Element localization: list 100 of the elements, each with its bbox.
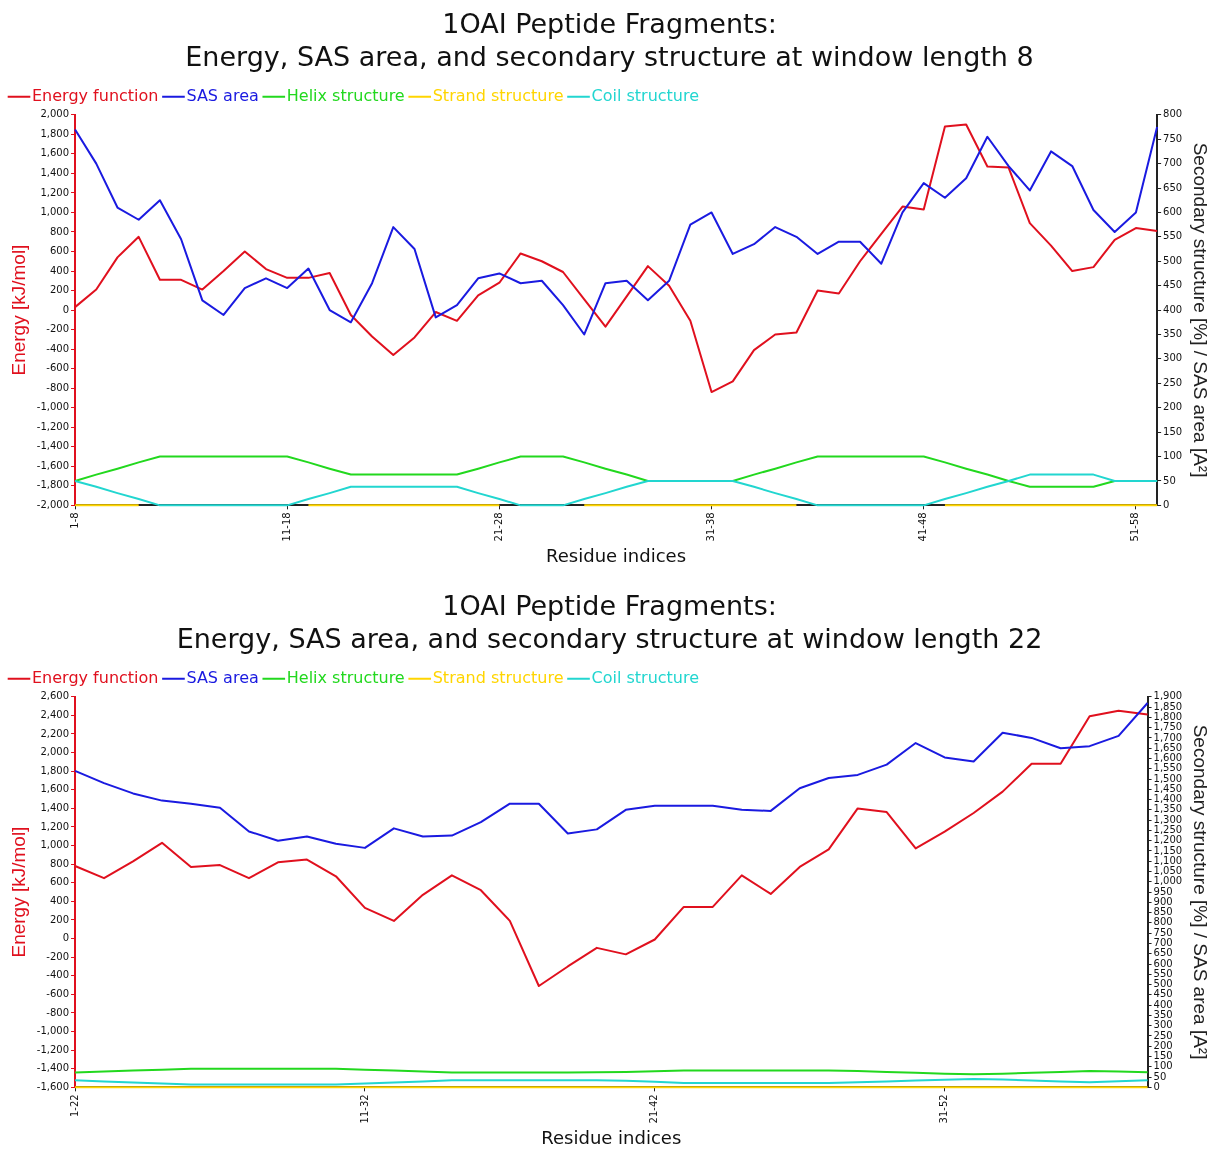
x-tick-label: 11-18: [280, 512, 292, 542]
y2-tick-label: 700: [1153, 937, 1173, 949]
y-tick-label: -1,400: [36, 1062, 70, 1074]
y2-tick-label: 650: [1163, 181, 1183, 193]
y2-tick-label: 1,700: [1153, 731, 1183, 743]
y-tick-label: -1,000: [36, 1025, 70, 1037]
y-tick-label: -400: [46, 342, 70, 354]
y2-tick-label: 750: [1153, 926, 1173, 938]
legend-label: Coil structure: [591, 667, 700, 687]
legend-label: Strand structure: [432, 85, 564, 105]
y2-tick-label: 1,900: [1153, 690, 1183, 702]
y-tick-label: -200: [46, 950, 70, 962]
y-tick-label: 1,600: [40, 147, 70, 159]
legend-label: Helix structure: [286, 85, 405, 105]
y2-tick-label: 750: [1163, 132, 1183, 144]
y2-tick-label: 400: [1163, 303, 1183, 315]
y2-tick-label: 1,750: [1153, 721, 1183, 733]
y2-tick-label: 550: [1163, 230, 1183, 242]
legend-label: Coil structure: [591, 85, 700, 105]
y-tick-label: 2,000: [40, 108, 70, 120]
y2-tick-label: 200: [1163, 401, 1183, 413]
y2-tick-label: 1,800: [1153, 710, 1183, 722]
y2-tick-label: 450: [1153, 988, 1173, 1000]
y2-tick-label: 250: [1163, 376, 1183, 388]
y2-tick-label: 950: [1153, 885, 1173, 897]
y2-tick-label: 800: [1163, 108, 1183, 120]
y2-tick-label: 1,500: [1153, 772, 1183, 784]
y-tick-label: 1,400: [40, 801, 70, 813]
y2-tick-label: 450: [1163, 279, 1183, 291]
y-tick-label: -1,000: [36, 401, 70, 413]
y-tick-label: -800: [46, 1006, 70, 1018]
y-tick-label: 1,800: [40, 127, 70, 139]
y-tick-label: 400: [49, 264, 70, 276]
y2-tick-label: 650: [1153, 947, 1173, 959]
chart-title: 1OAI Peptide Fragments: Energy, SAS area, and secondary structure at window length 8: [185, 8, 1034, 72]
y-tick-label: -600: [46, 987, 70, 999]
y-tick-label: 1,000: [40, 839, 70, 851]
y-tick-label: -1,600: [36, 459, 70, 471]
y2-tick-label: 350: [1163, 328, 1183, 340]
x-tick-label: 31-38: [705, 512, 717, 542]
y-tick-label: 2,400: [40, 708, 70, 720]
y2-tick-label: 100: [1163, 450, 1183, 462]
y2-tick-label: 900: [1153, 895, 1173, 907]
x-tick-label: 11-32: [358, 1094, 370, 1124]
legend-label: SAS area: [186, 85, 259, 105]
legend-label: SAS area: [186, 667, 259, 687]
x-tick-label: 31-52: [938, 1094, 950, 1124]
y-tick-label: 1,400: [40, 166, 70, 178]
y2-tick-label: 0: [1153, 1080, 1160, 1092]
y2-tick-label: 1,300: [1153, 813, 1183, 825]
y-tick-label: 0: [62, 932, 70, 944]
y2-tick-label: 500: [1163, 254, 1183, 266]
y2-tick-label: 150: [1163, 425, 1183, 437]
y2-tick-label: 150: [1153, 1050, 1173, 1062]
x-axis-title: Residue indices: [546, 544, 687, 566]
y-tick-label: 600: [49, 245, 70, 257]
y-tick-label: -400: [46, 969, 70, 981]
y-axis-title: Energy [kJ/mol]: [7, 244, 29, 376]
y2-tick-label: 50: [1163, 474, 1176, 486]
x-axis-title: Residue indices: [541, 1126, 682, 1148]
y2-tick-label: 1,550: [1153, 762, 1183, 774]
x-tick-label: 51-58: [1129, 512, 1141, 542]
x-tick-label: 21-42: [648, 1094, 660, 1124]
y-tick-label: -1,200: [36, 1043, 70, 1055]
y-tick-label: 2,600: [40, 690, 70, 702]
y-tick-label: 400: [49, 894, 70, 906]
y2-tick-label: 1,100: [1153, 854, 1183, 866]
y2-axis-title: Secondary structure [%] / SAS area [A²]: [1190, 142, 1212, 478]
legend-label: Strand structure: [432, 667, 564, 687]
y2-tick-label: 1,400: [1153, 793, 1183, 805]
y-tick-label: -1,400: [36, 440, 70, 452]
legend-label: Helix structure: [286, 667, 405, 687]
y2-tick-label: 550: [1153, 967, 1173, 979]
y2-tick-label: 850: [1153, 906, 1173, 918]
y-tick-label: -200: [46, 323, 70, 335]
y-tick-label: 0: [62, 303, 70, 315]
y-tick-label: -1,600: [36, 1080, 70, 1092]
y-tick-label: 600: [49, 876, 70, 888]
y-tick-label: 800: [49, 857, 70, 869]
y-tick-label: -1,200: [36, 420, 70, 432]
y-tick-label: 1,800: [40, 764, 70, 776]
x-tick-label: 21-28: [492, 512, 504, 542]
y-tick-label: 200: [49, 284, 70, 296]
x-tick-label: 1-8: [68, 512, 80, 529]
y2-tick-label: 1,650: [1153, 741, 1183, 753]
y-tick-label: -2,000: [36, 498, 70, 510]
y-tick-label: 1,000: [40, 206, 70, 218]
y2-tick-label: 700: [1163, 157, 1183, 169]
y-tick-label: -600: [46, 362, 70, 374]
y-tick-label: -800: [46, 381, 70, 393]
y2-tick-label: 350: [1153, 1008, 1173, 1020]
x-tick-label: 1-22: [68, 1094, 80, 1118]
chart-title: 1OAI Peptide Fragments: Energy, SAS area, and secondary structure at window length 22: [176, 590, 1043, 654]
y-tick-label: 1,200: [40, 186, 70, 198]
y2-tick-label: 200: [1153, 1039, 1173, 1051]
y2-tick-label: 600: [1153, 957, 1173, 969]
y2-tick-label: 1,050: [1153, 865, 1183, 877]
legend-label: Energy function: [32, 85, 159, 105]
y-tick-label: 2,200: [40, 727, 70, 739]
y2-tick-label: 100: [1153, 1060, 1173, 1072]
